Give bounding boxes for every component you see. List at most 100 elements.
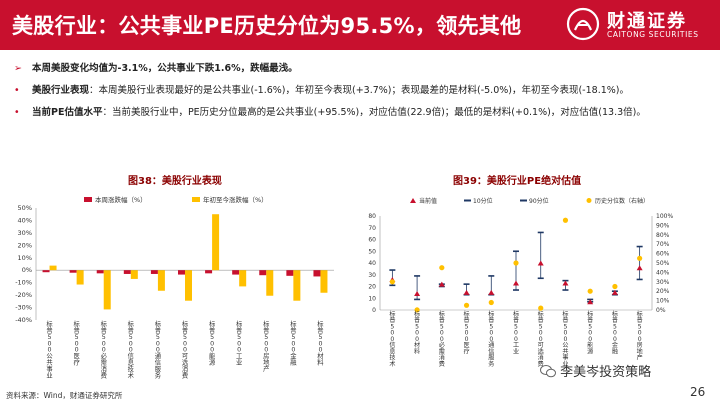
legend-label: 年初至今涨跌幅（%）: [203, 195, 268, 204]
legend-swatch: [410, 198, 416, 203]
bar: [259, 270, 267, 276]
bar: [212, 214, 220, 271]
x-tick-label: 标普 5 0 0 信息技术: [389, 310, 395, 368]
y-tick-label: 80: [368, 213, 376, 220]
x-tick-label: 标普 5 0 0 金融: [290, 319, 297, 367]
current-mark: [463, 289, 470, 295]
arrow-icon: ➢: [14, 63, 22, 74]
legend-swatch: [464, 199, 471, 202]
p90-mark: [414, 275, 421, 277]
y2-tick-label: 10%: [656, 298, 670, 305]
page-number: 26: [690, 385, 706, 399]
bullet-dot-icon: •: [14, 85, 20, 96]
title-bar: 美股行业：公共事业PE历史分位为95.5%，领先其他 财通证券 CAITONG …: [0, 0, 720, 50]
current-mark: [537, 260, 544, 266]
industry-performance-chart: 本周涨跌幅（%） 年初至今涨跌幅（%） 50% 40% 30% 20% 10% 0% -10% -…: [15, 195, 334, 379]
bullet-summary: ➢ 本周美股变化均值为-3.1%，公共事业下跌1.6%，跌幅最浅。: [14, 58, 714, 80]
p90-mark: [513, 250, 519, 253]
bar: [178, 270, 185, 275]
current-mark: [488, 289, 495, 295]
p10-mark: [562, 289, 569, 291]
current-mark: [438, 281, 445, 287]
x-tick-label: 标普 5 0 0 必需消费: [101, 319, 108, 379]
y2-tick-label: 50%: [656, 260, 670, 267]
x-tick-label: 标普 5 0 0 可选消费: [182, 319, 189, 379]
y-tick-label: 50: [368, 248, 376, 255]
bar: [157, 270, 165, 291]
y-tick-label: -40%: [15, 316, 32, 324]
percentile-dot: [612, 283, 618, 290]
bar: [150, 270, 158, 274]
bar: [232, 270, 240, 275]
y2-tick-label: 40%: [656, 269, 670, 276]
p90-mark: [488, 275, 495, 277]
x-tick-label: 标普 5 0 0 通信服务: [155, 319, 162, 379]
y-tick-label: 50%: [18, 204, 32, 212]
y2-tick-label: 30%: [656, 279, 670, 286]
right-chart-title: 图39：美股行业PE绝对估值: [453, 176, 582, 187]
legend-swatch: [586, 198, 592, 203]
y-tick-label: 10%: [18, 254, 32, 262]
percentile-dot: [463, 302, 470, 308]
bullet-performance: • 美股行业表现：本周美股行业表现最好的是公共事业(-1.6%)，年初至今表现(…: [14, 80, 714, 102]
percentile-dot: [439, 265, 445, 271]
bar: [266, 270, 274, 296]
bar: [205, 270, 213, 274]
y-tick-label: 10: [368, 295, 376, 302]
x-tick-label: 标普 5 0 0 工业: [513, 310, 519, 355]
y-tick-label: 40: [368, 260, 376, 267]
bullet-label: 当前PE估值水平: [32, 107, 103, 118]
y-tick-label: 0: [372, 307, 376, 314]
y2-tick-label: 70%: [656, 241, 670, 248]
y-tick-label: 20: [368, 284, 376, 291]
p10-mark: [537, 277, 544, 280]
legend-label: 本周涨跌幅（%）: [95, 195, 147, 204]
y-tick-label: 40%: [18, 216, 32, 224]
percentile-dot: [414, 307, 420, 313]
y-tick-label: 30: [368, 272, 376, 279]
legend-label: 当前值: [419, 197, 437, 205]
bar: [185, 270, 192, 301]
y2-tick-label: 80%: [656, 232, 670, 239]
y-tick-label: -20%: [15, 291, 32, 299]
company-logo: 财通证券 CAITONG SECURITIES: [565, 6, 715, 44]
x-tick-label: 标普 5 0 0 可选消费: [538, 310, 544, 368]
p10-mark: [414, 298, 421, 301]
bar: [49, 265, 57, 271]
p90-mark: [463, 283, 470, 285]
p10-mark: [389, 284, 396, 287]
x-tick-label: 标普 5 0 0 房地产: [637, 310, 643, 362]
y-tick-label: 70: [368, 225, 376, 232]
wechat-icon: [540, 365, 556, 378]
source-note: 资料来源：Wind，财通证券研究所: [6, 391, 123, 400]
x-tick-label: 标普 5 0 0 金融: [612, 310, 618, 355]
logo-subtitle: CAITONG SECURITIES: [607, 30, 699, 39]
page-title: 美股行业：公共事业PE历史分位为95.5%，领先其他: [12, 14, 522, 38]
p10-mark: [636, 278, 643, 281]
percentile-dot: [562, 217, 569, 223]
bullet-text: 美股行业表现：本周美股行业表现最好的是公共事业(-1.6%)，年初至今表现(+3…: [32, 80, 629, 102]
x-tick-label: 标普 5 0 0 能源: [209, 319, 216, 367]
y-tick-label: -10%: [15, 279, 32, 287]
x-tick-label: 标普 5 0 0 公共事业: [46, 319, 53, 379]
p90-mark: [537, 231, 544, 234]
current-mark: [636, 265, 643, 271]
logo-icon: [566, 7, 600, 41]
bar: [239, 270, 247, 287]
y2-tick-label: 0%: [656, 307, 666, 314]
bar: [103, 270, 111, 310]
legend-label: 90分位: [529, 197, 549, 205]
p90-mark: [636, 245, 643, 248]
bullet-text: 本周美股变化均值为-3.1%，公共事业下跌1.6%，跌幅最浅。: [32, 58, 298, 80]
x-tick-label: 标普 5 0 0 必需消费: [439, 310, 445, 368]
bullet-summary-text: 本周美股变化均值为-3.1%，公共事业下跌1.6%，跌幅最浅。: [32, 63, 298, 74]
legend-swatch: [192, 197, 200, 202]
y-tick-label: 0%: [22, 266, 32, 274]
current-mark: [513, 280, 519, 286]
industry-pe-chart: 当前值 10分位 90分位 历史分位数（右轴） 80 70 60 50 40 30 20 10 0 100…: [368, 197, 673, 368]
x-tick-label: 标普 5 0 0 房地产: [263, 319, 270, 373]
bar: [286, 270, 294, 276]
percentile-dot: [513, 260, 519, 266]
bullet-performance-text: ：本周美股行业表现最好的是公共事业(-1.6%)，年初至今表现(+3.7%)；表…: [89, 85, 629, 96]
y2-tick-label: 20%: [656, 288, 670, 295]
